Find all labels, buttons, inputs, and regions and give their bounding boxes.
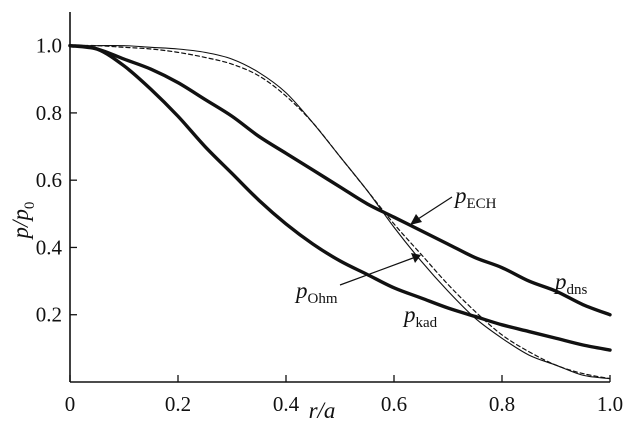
y-tick-label: 1.0 — [36, 34, 62, 58]
y-axis-title-sub: 0 — [22, 202, 38, 210]
series-line-p-dns — [68, 43, 612, 317]
series-line-p-ech — [69, 44, 611, 380]
label-p-ohm: pOhm — [294, 278, 338, 307]
axis-ticks: 0 0.2 0.4 0.6 0.8 1.0 0.2 0.4 0.6 0.8 1.0 — [36, 34, 623, 416]
x-tick-label: 0.4 — [273, 392, 300, 416]
series-line-p-kad — [68, 43, 612, 352]
curve-annotations: pECH pOhm pkad pdns — [294, 183, 588, 331]
y-axis-title-main: p/p — [8, 209, 33, 240]
label-p-dns-main: p — [553, 269, 567, 294]
series-layer — [68, 43, 612, 380]
x-tick-label: 0.6 — [381, 392, 407, 416]
series-line-p-ohm — [69, 44, 611, 380]
x-tick-label: 0.2 — [165, 392, 191, 416]
x-tick-label: 1.0 — [597, 392, 623, 416]
label-p-ech-main: p — [453, 183, 467, 208]
y-tick-label: 0.2 — [36, 303, 62, 327]
label-p-ohm-sub: Ohm — [308, 291, 338, 307]
ech-arrow-head — [410, 214, 422, 225]
label-p-kad: pkad — [402, 302, 438, 331]
x-tick-label: 0 — [65, 392, 76, 416]
y-tick-label: 0.4 — [36, 235, 63, 259]
label-p-kad-sub: kad — [416, 315, 438, 331]
label-p-dns: pdns — [553, 269, 588, 298]
label-p-kad-main: p — [402, 302, 416, 327]
label-p-ohm-main: p — [294, 278, 308, 303]
label-p-ech: pECH — [453, 183, 497, 212]
x-tick-label: 0.8 — [489, 392, 515, 416]
ohm-arrow-head — [411, 253, 421, 263]
x-axis-title: r/a — [309, 398, 336, 423]
ech-arrow-line — [417, 196, 453, 220]
y-axis-title: p/p0 — [8, 202, 38, 241]
y-tick-label: 0.8 — [36, 101, 62, 125]
ohm-arrow-line — [339, 257, 414, 286]
y-tick-label: 0.6 — [36, 168, 62, 192]
label-p-dns-sub: dns — [567, 282, 588, 298]
axes — [69, 12, 610, 383]
label-p-ech-sub: ECH — [467, 196, 497, 212]
